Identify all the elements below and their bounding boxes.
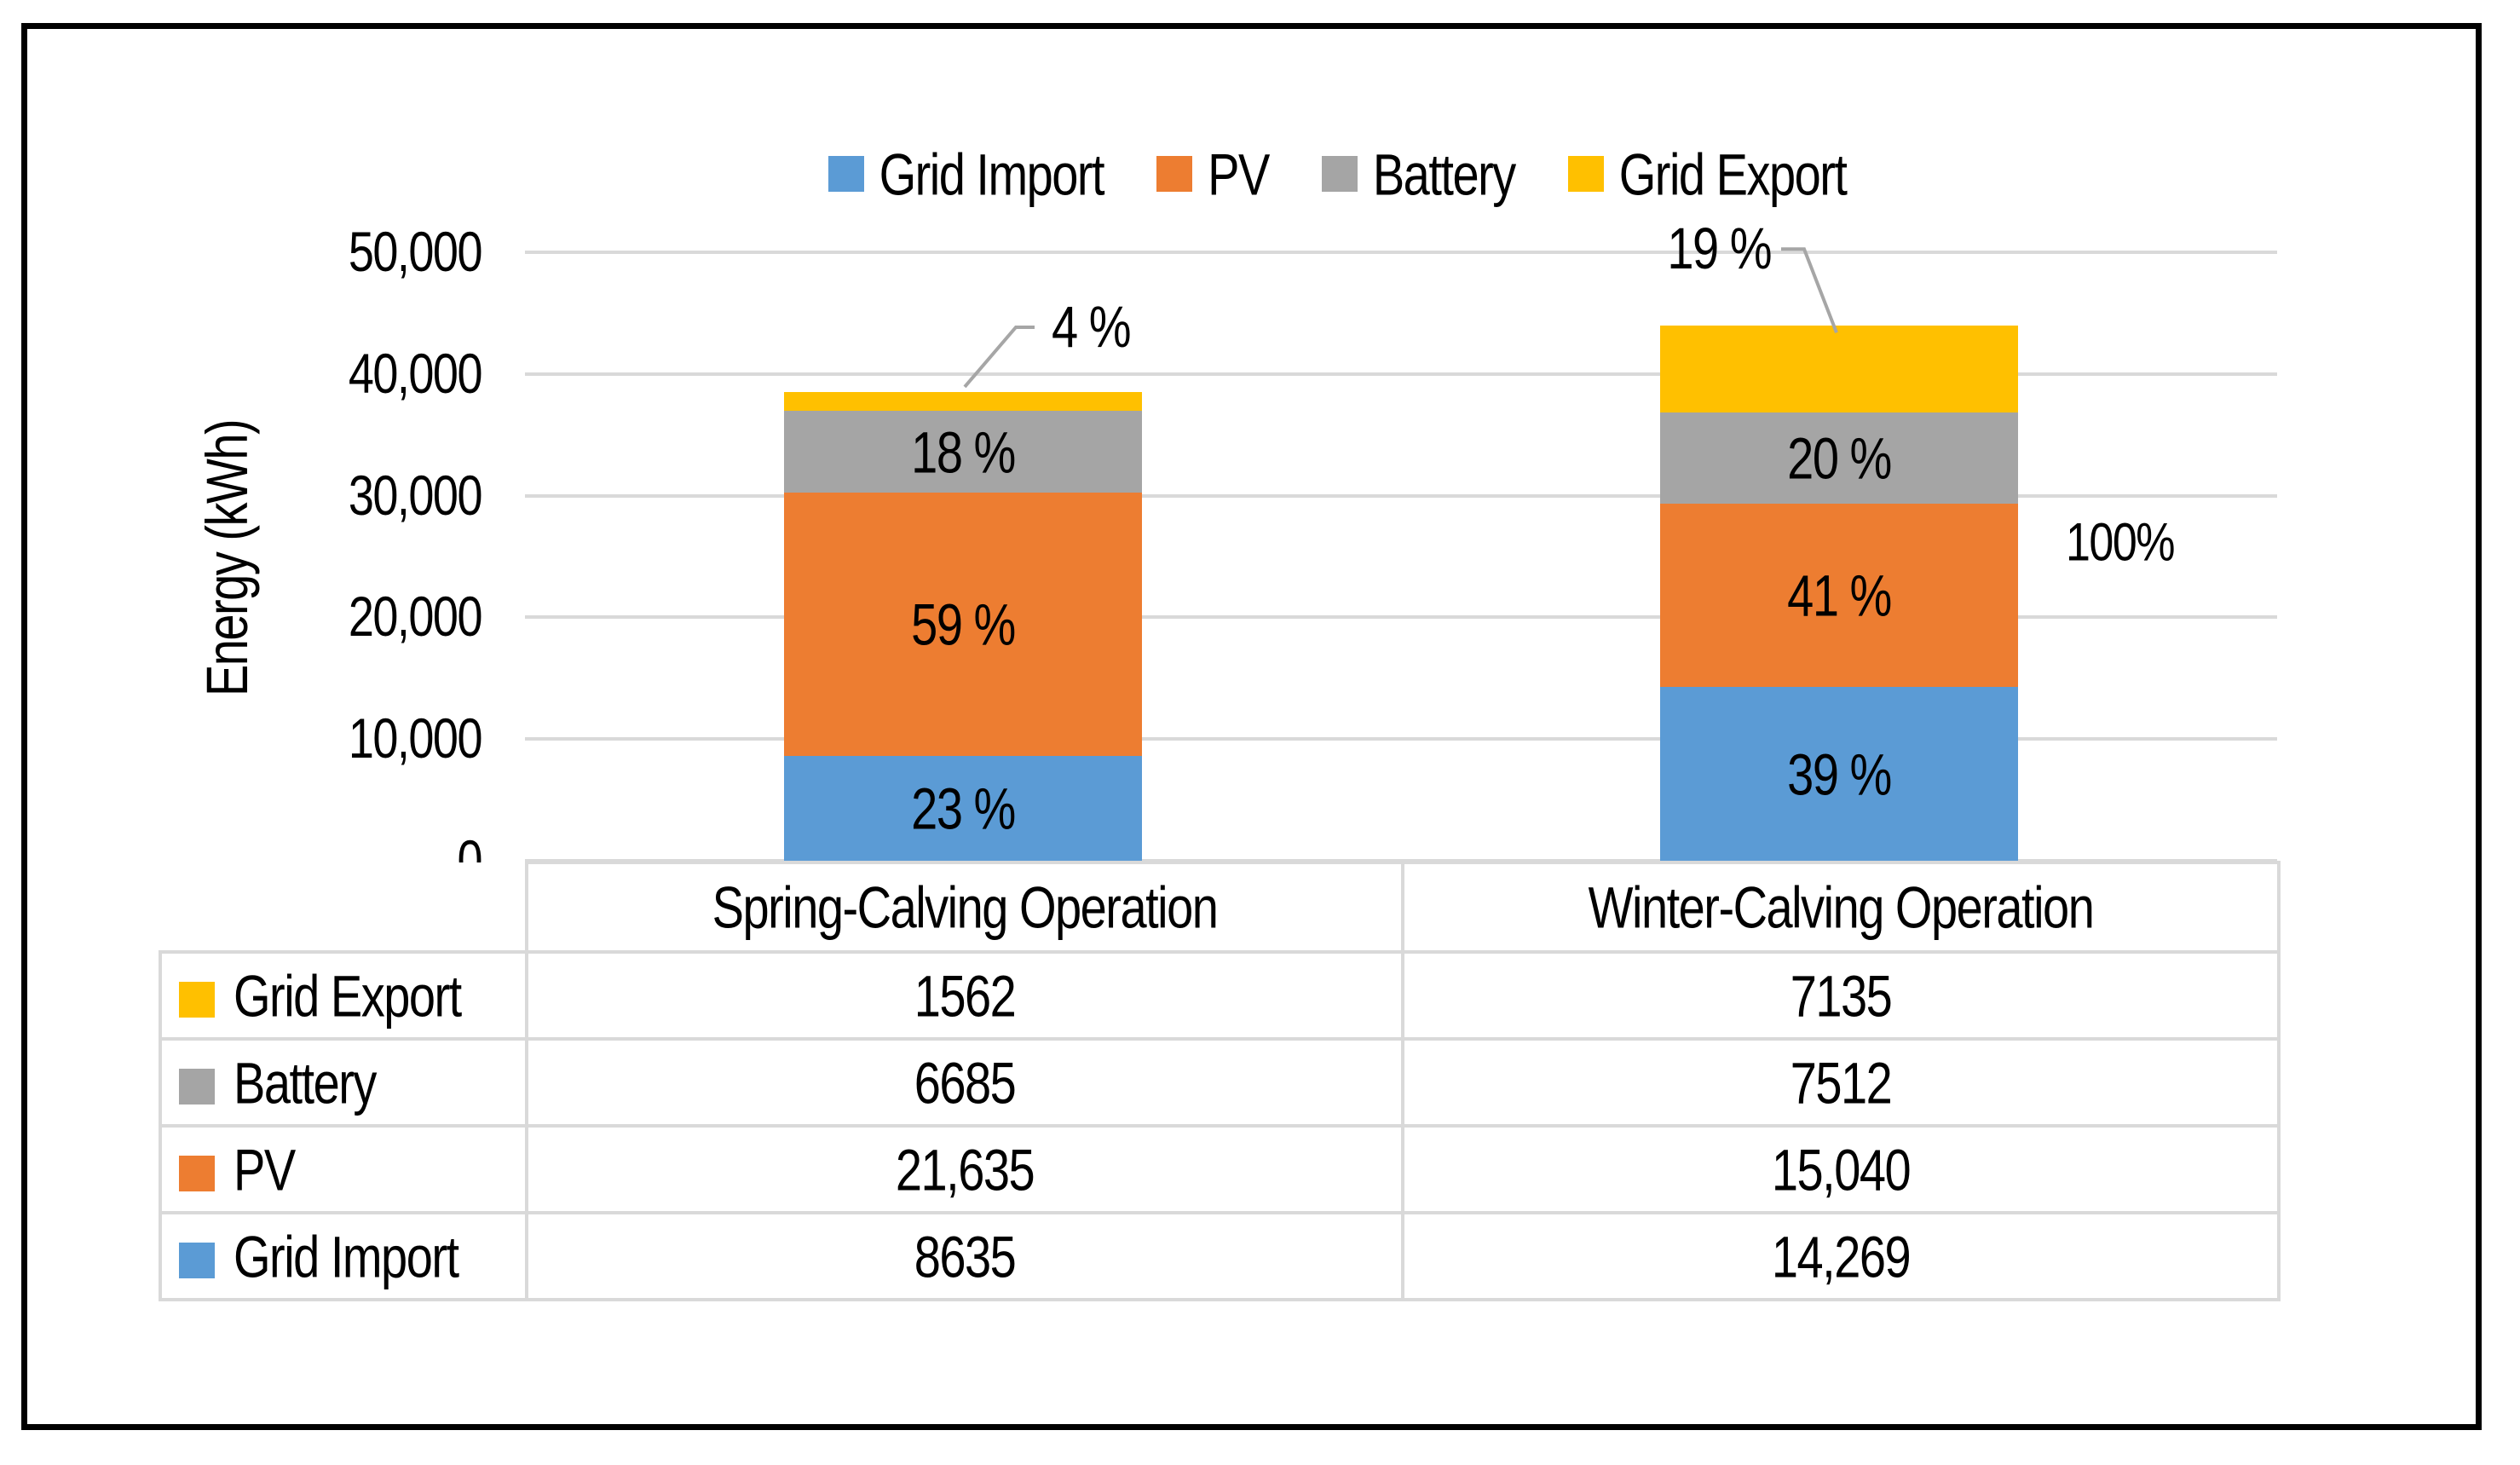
- table-corner-cell: [160, 862, 527, 952]
- table-key-swatch-pv: [179, 1155, 215, 1191]
- gridline: [525, 737, 2277, 741]
- y-tick-text: 10,000: [348, 707, 483, 770]
- data-table: Spring-Calving Operation Winter-Calving O…: [159, 861, 2281, 1301]
- legend-label: Grid Export: [1618, 141, 1848, 207]
- legend-label: PV: [1208, 141, 1270, 207]
- table-value-cell: 7135: [1401, 950, 2281, 1041]
- table-column-header: Winter-Calving Operation: [1401, 861, 2281, 954]
- chart-legend: Grid Import PV Battery Grid Export: [461, 133, 2213, 215]
- table-column-header-text: Spring-Calving Operation: [712, 874, 1219, 940]
- y-axis-title: Energy (kWh): [193, 419, 260, 697]
- legend-item: Grid Import: [828, 141, 1105, 206]
- table-row-label-cell: PV: [159, 1124, 528, 1214]
- table-value: 7135: [1790, 962, 1893, 1029]
- bar-segment-grid-import: 39 %: [1660, 687, 2018, 861]
- table-row-label: PV: [234, 1136, 296, 1203]
- bar-segment-pv: 59 %: [784, 492, 1142, 756]
- table-key-swatch-grid-import: [179, 1242, 215, 1278]
- table-value: 6685: [914, 1049, 1017, 1116]
- legend-label: Grid Import: [879, 141, 1105, 207]
- table-row-label-cell: Grid Import: [159, 1211, 528, 1301]
- gridline: [525, 615, 2277, 620]
- table-value-cell: 8635: [525, 1211, 1404, 1301]
- legend-item: Grid Export: [1567, 141, 1848, 206]
- table-value-cell: 21,635: [525, 1124, 1404, 1214]
- legend-swatch-grid-import: [828, 156, 864, 192]
- bar-segment-grid-export: [784, 391, 1142, 412]
- table-value: 15,040: [1771, 1136, 1912, 1203]
- legend-swatch-grid-export: [1567, 156, 1604, 192]
- table-key-swatch-grid-export: [179, 981, 215, 1018]
- table-row-label-cell: Battery: [159, 1037, 528, 1128]
- table-row-label: Grid Import: [234, 1223, 459, 1289]
- total-percent-text: 100%: [2066, 512, 2176, 574]
- bar-segment-label: 39 %: [1787, 741, 1892, 807]
- bar-segment-battery: 20 %: [1660, 412, 2018, 505]
- table-column-header-text: Winter-Calving Operation: [1588, 874, 2095, 940]
- outside-label: 4 %: [1052, 291, 1132, 363]
- legend-item: PV: [1156, 141, 1270, 206]
- y-tick-text: 50,000: [348, 221, 483, 284]
- table-value-cell: 15,040: [1401, 1124, 2281, 1214]
- bar-segment-label: 59 %: [911, 591, 1016, 657]
- bar-segment-battery: 18 %: [784, 411, 1142, 493]
- bar-segment-grid-export: [1660, 326, 2018, 413]
- bar-segment-label: 18 %: [911, 418, 1016, 485]
- bar-segment-grid-import: 23 %: [784, 755, 1142, 861]
- legend-item: Battery: [1321, 141, 1516, 206]
- y-tick-text: 20,000: [348, 585, 483, 649]
- table-row: Grid Export 1562 7135: [159, 950, 2281, 1041]
- outside-label: 19 %: [1515, 213, 1772, 285]
- table-column-header: Spring-Calving Operation: [525, 861, 1404, 954]
- y-tick-text: 30,000: [348, 464, 483, 528]
- outside-label-text: 4 %: [1052, 293, 1132, 360]
- table-value-cell: 1562: [525, 950, 1404, 1041]
- table-row-label: Grid Export: [234, 962, 462, 1029]
- bar-segment-pv: 41 %: [1660, 504, 2018, 688]
- table-key-swatch-battery: [179, 1068, 215, 1105]
- y-tick-label: 50,000: [251, 221, 483, 283]
- values-table: Spring-Calving Operation Winter-Calving O…: [159, 861, 2281, 1301]
- legend-swatch-pv: [1156, 156, 1193, 192]
- table-value-cell: 14,269: [1401, 1211, 2281, 1301]
- legend-label: Battery: [1372, 141, 1516, 207]
- gridline: [525, 493, 2277, 498]
- table-row-label-cell: Grid Export: [159, 950, 528, 1041]
- table-value: 7512: [1790, 1049, 1893, 1116]
- legend-swatch-battery: [1321, 156, 1358, 192]
- bar-segment-label: 41 %: [1787, 562, 1892, 629]
- y-tick-text: 40,000: [348, 343, 483, 406]
- table-value: 14,269: [1771, 1223, 1912, 1289]
- y-tick-label: 30,000: [251, 464, 483, 527]
- table-value-cell: 6685: [525, 1037, 1404, 1128]
- table-row: PV 21,635 15,040: [159, 1124, 2281, 1214]
- table-row: Grid Import 8635 14,269: [159, 1211, 2281, 1301]
- table-row: Battery 6685 7512: [159, 1037, 2281, 1128]
- table-value: 21,635: [895, 1136, 1035, 1203]
- total-percent-annotation: 100%: [2066, 509, 2176, 577]
- table-value: 1562: [914, 962, 1017, 1029]
- gridline: [525, 372, 2277, 376]
- y-tick-label: 20,000: [251, 586, 483, 649]
- table-value: 8635: [914, 1223, 1017, 1289]
- gridline: [525, 859, 2277, 862]
- y-tick-label: 10,000: [251, 708, 483, 770]
- bar-segment-label: 23 %: [911, 775, 1016, 841]
- gridline: [525, 251, 2277, 254]
- y-tick-label: 40,000: [251, 343, 483, 405]
- table-header-row: Spring-Calving Operation Winter-Calving O…: [160, 861, 2281, 954]
- table-value-cell: 7512: [1401, 1037, 2281, 1128]
- table-row-label: Battery: [234, 1049, 377, 1116]
- figure-border: [21, 23, 2482, 1430]
- bar-segment-label: 20 %: [1787, 425, 1892, 492]
- outside-label-text: 19 %: [1667, 216, 1772, 282]
